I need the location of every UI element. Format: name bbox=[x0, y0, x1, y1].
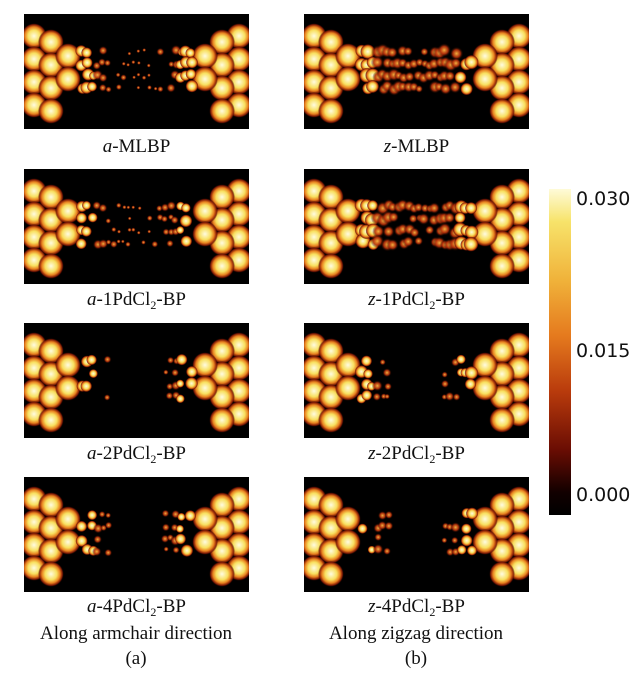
column-title-zigzag: Along zigzag direction bbox=[328, 623, 504, 644]
subfigure-label-a: (a) bbox=[125, 648, 147, 669]
caption-z-2pdcl2-bp: z-2PdCl2-BP bbox=[368, 443, 465, 466]
caption-z-mlbp: z-MLBP bbox=[383, 136, 450, 157]
colorbar-max-label: 0.030 bbox=[576, 188, 631, 210]
column-title-armchair: Along armchair direction bbox=[39, 623, 233, 644]
caption-a-2pdcl2-bp: a-2PdCl2-BP bbox=[87, 443, 186, 466]
colorbar-mid-label: 0.015 bbox=[576, 340, 631, 362]
heatmap-z-4pdcl2-bp bbox=[304, 477, 529, 592]
heatmap-z-2pdcl2-bp bbox=[304, 323, 529, 438]
heatmap-z-1pdcl2-bp bbox=[304, 169, 529, 284]
caption-z-1pdcl2-bp: z-1PdCl2-BP bbox=[368, 289, 465, 312]
heatmap-a-4pdcl2-bp bbox=[24, 477, 249, 592]
colorbar-min-label: 0.000 bbox=[576, 484, 631, 506]
heatmap-a-2pdcl2-bp bbox=[24, 323, 249, 438]
heatmap-a-mlbp bbox=[24, 14, 249, 129]
caption-a-1pdcl2-bp: a-1PdCl2-BP bbox=[87, 289, 186, 312]
heatmap-z-mlbp bbox=[304, 14, 529, 129]
colorbar bbox=[549, 189, 571, 515]
caption-a-mlbp: a-MLBP bbox=[102, 136, 171, 157]
heatmap-a-1pdcl2-bp bbox=[24, 169, 249, 284]
caption-z-4pdcl2-bp: z-4PdCl2-BP bbox=[368, 596, 465, 619]
caption-a-4pdcl2-bp: a-4PdCl2-BP bbox=[87, 596, 186, 619]
subfigure-label-b: (b) bbox=[404, 648, 428, 669]
